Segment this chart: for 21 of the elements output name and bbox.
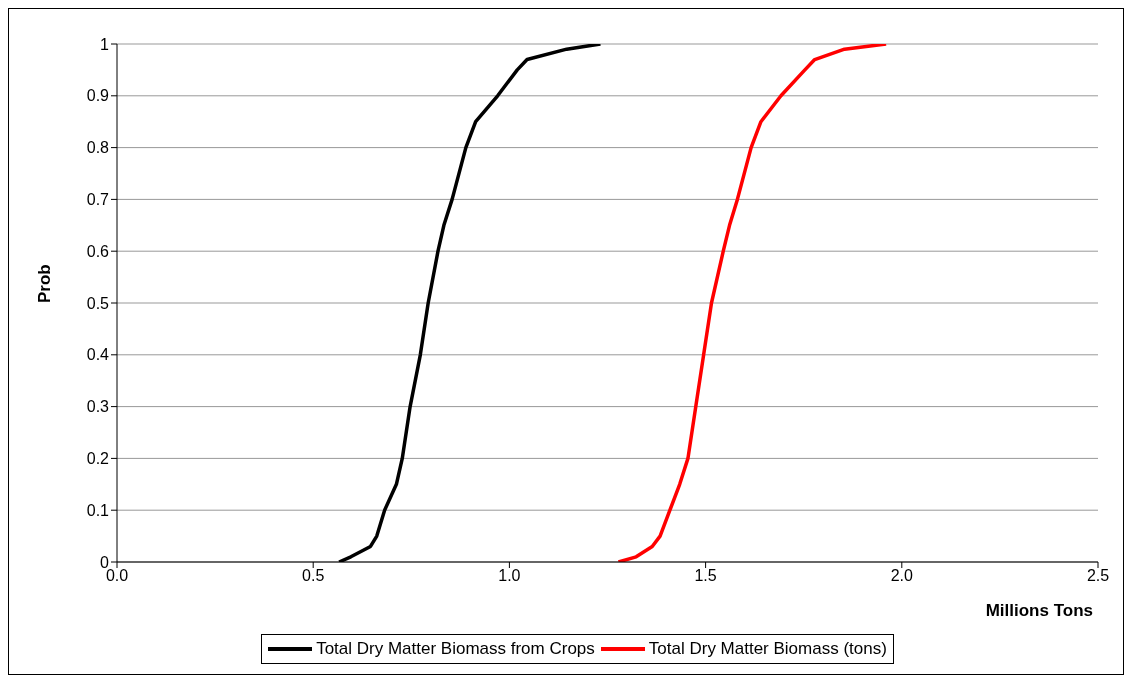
y-tick-label: 0.8 [86,139,110,157]
y-tick-label: 0.4 [86,346,110,364]
y-axis-title: Prob [35,264,55,303]
y-tick-label: 0.6 [86,242,110,260]
x-tick-label: 1.5 [694,567,717,585]
y-tick-label: 1 [100,35,110,53]
x-tick-label: 0.0 [105,567,129,585]
x-tick-label: 0.5 [302,567,325,585]
y-tick-label: 0.9 [86,87,110,105]
x-tick-label: 2.5 [1086,567,1110,585]
y-tick-label: 0.3 [86,398,110,416]
y-tick-label: 0.7 [86,191,110,209]
line-series [616,44,888,562]
x-tick-label: 1.0 [498,567,521,585]
legend-label: Total Dry Matter Biomass from Crops [315,639,595,659]
x-tick-label: 2.0 [890,567,914,585]
y-tick-label: 0.2 [86,450,110,468]
y-tick-label: 0.5 [86,294,110,312]
legend-label: Total Dry Matter Biomass (tons) [647,639,887,659]
y-tick-label: 0.1 [86,501,110,519]
x-axis-title: Millions Tons [985,601,1093,621]
